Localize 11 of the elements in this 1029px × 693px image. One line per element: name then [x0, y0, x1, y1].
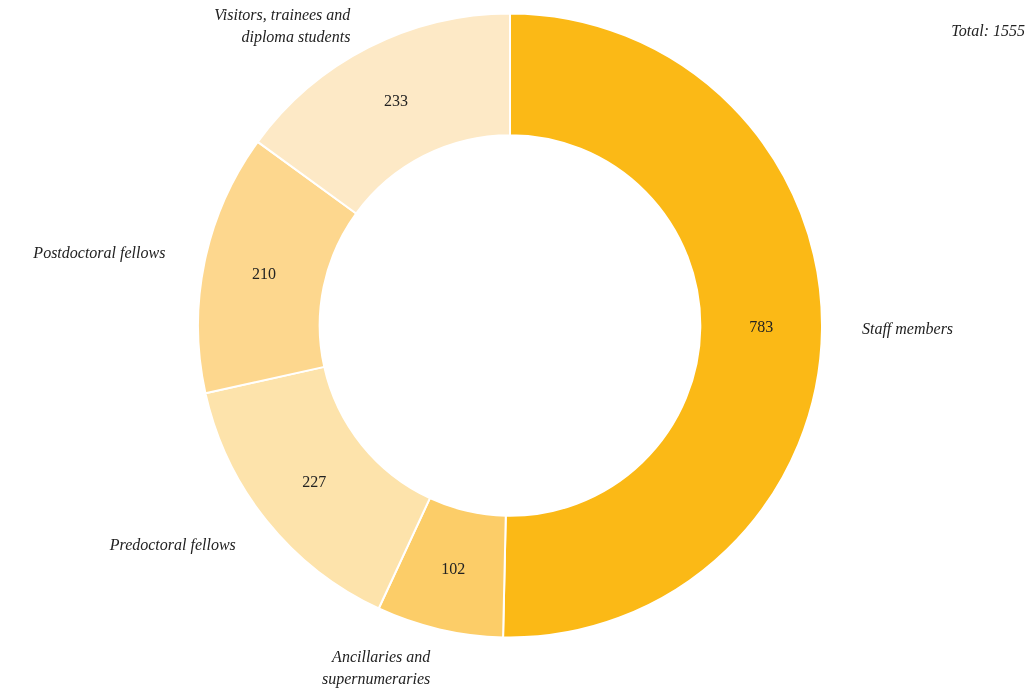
slice-label: Staff members — [861, 319, 954, 338]
data-label: 227 — [302, 473, 327, 491]
slice-label: Predoctoral fellows — [108, 536, 236, 555]
data-label: 210 — [252, 264, 277, 282]
slice-label: Visitors, trainees and diploma students — [214, 6, 352, 47]
text: Total: 1555 — [951, 22, 1025, 40]
slice-label: Ancillaries and supernumeraries — [321, 647, 432, 688]
data-label: 783 — [749, 318, 774, 336]
data-label: 233 — [384, 91, 409, 109]
slice-label: Postdoctoral fellows — [32, 244, 166, 263]
data-label: 102 — [441, 560, 466, 578]
